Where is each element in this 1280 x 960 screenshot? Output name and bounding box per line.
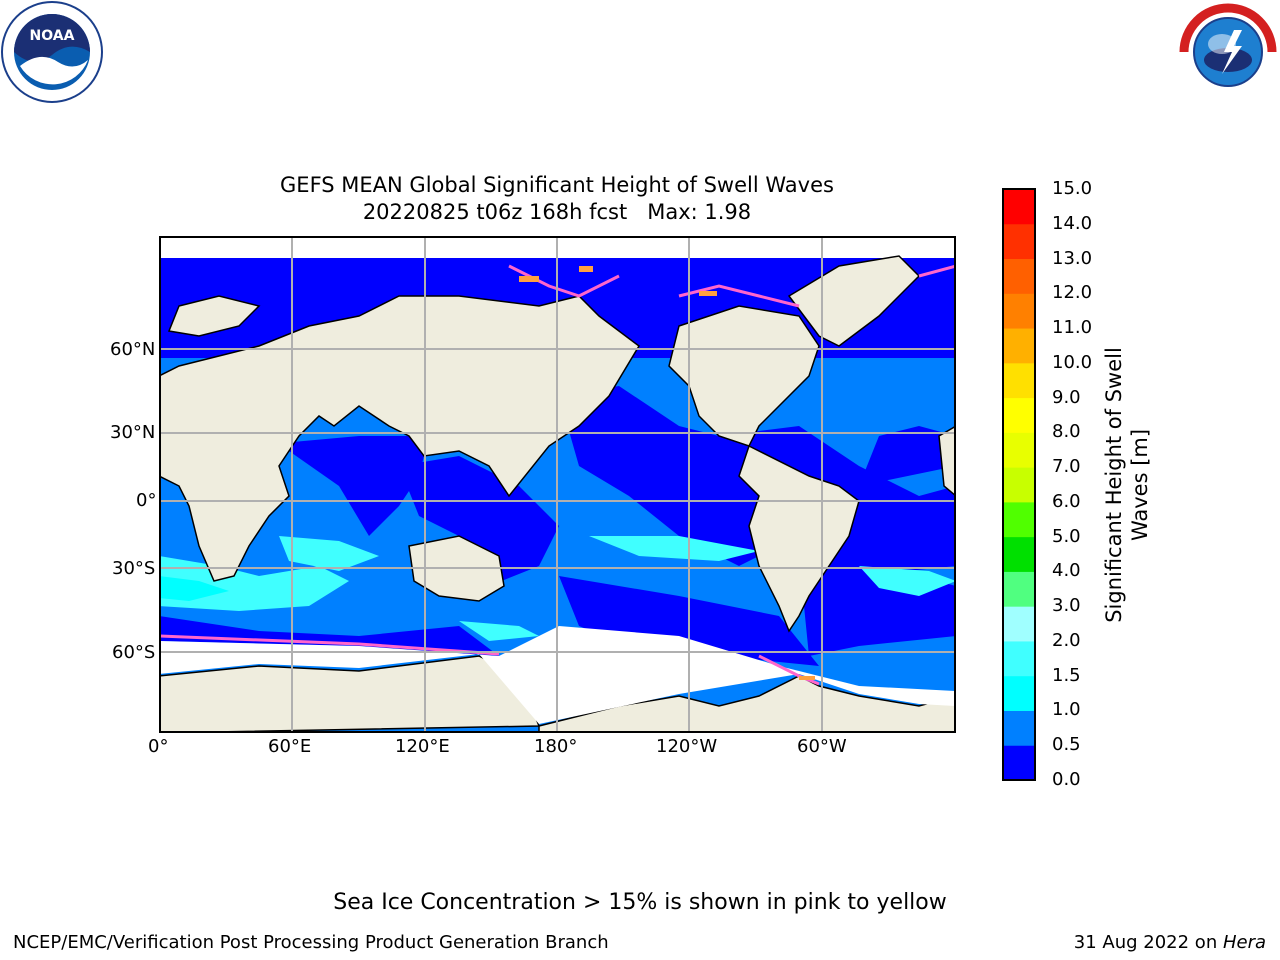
colorbar-tick-marks [1035, 188, 1036, 781]
colorbar-segment [1003, 606, 1035, 642]
colorbar-tick-label: 4.0 [1052, 560, 1081, 582]
colorbar-tick-label: 6.0 [1052, 490, 1081, 512]
colorbar-tick-label: 13.0 [1052, 247, 1093, 269]
colorbar-tick-label: 2.0 [1052, 629, 1081, 651]
colorbar-segment [1003, 397, 1035, 433]
colorbar-segment [1003, 571, 1035, 607]
colorbar-segments [1003, 189, 1035, 781]
colorbar-segment [1003, 536, 1035, 572]
lat-label-eq: 0° [136, 490, 157, 511]
colorbar-segment [1003, 258, 1035, 294]
colorbar-tick-label: 7.0 [1052, 456, 1081, 478]
colorbar [1002, 188, 1036, 781]
colorbar-tick-label: 14.0 [1052, 212, 1093, 234]
lon-label-180: 180° [534, 736, 578, 757]
title-line1: GEFS MEAN Global Significant Height of S… [280, 173, 834, 197]
colorbar-segment [1003, 362, 1035, 399]
lon-label-120e: 120°E [395, 736, 450, 757]
lon-label-120w: 120°W [656, 736, 718, 757]
title-line2: 20220825 t06z 168h fcst Max: 1.98 [362, 200, 752, 224]
colorbar-segment [1003, 675, 1035, 711]
colorbar-tick-label: 3.0 [1052, 595, 1081, 617]
colorbar-segment [1003, 189, 1035, 225]
lat-label-60n: 60°N [110, 339, 156, 360]
colorbar-title-line1: Significant Height of Swell [1102, 347, 1126, 623]
plot-title: GEFS MEAN Global Significant Height of S… [157, 172, 957, 226]
noaa-logo: NOAA [0, 0, 104, 104]
colorbar-tick-label: 1.0 [1052, 699, 1081, 721]
lon-label-60e: 60°E [268, 736, 312, 757]
lat-label-30n: 30°N [110, 422, 156, 443]
colorbar-title: Significant Height of Swell Waves [m] [1101, 347, 1153, 623]
colorbar-tick-label: 11.0 [1052, 317, 1093, 339]
right-credit: 31 Aug 2022 on Hera [1074, 932, 1266, 953]
colorbar-tick-label: 15.0 [1052, 178, 1093, 199]
colorbar-tick-label: 0.0 [1052, 769, 1081, 790]
colorbar-segment [1003, 501, 1035, 538]
lon-label-60w: 60°W [797, 736, 847, 757]
colorbar-tick-label: 5.0 [1052, 525, 1081, 547]
colorbar-segment [1003, 640, 1035, 677]
colorbar-tick-label: 9.0 [1052, 386, 1081, 408]
colorbar-segment [1003, 432, 1035, 468]
colorbar-segment [1003, 293, 1035, 329]
graticule [160, 237, 955, 732]
nws-logo [1176, 0, 1280, 104]
colorbar-segment [1003, 328, 1035, 364]
colorbar-tick-label: 8.0 [1052, 421, 1081, 443]
swell-map [159, 236, 956, 733]
lat-label-30s: 30°S [112, 558, 156, 579]
map-frame [159, 236, 956, 733]
colorbar-segment [1003, 223, 1035, 260]
credit-machine: Hera [1222, 932, 1266, 953]
colorbar-tick-label: 12.0 [1052, 282, 1093, 304]
colorbar-frame [1002, 188, 1036, 781]
lat-label-60s: 60°S [112, 642, 156, 663]
colorbar-tick-label: 0.5 [1052, 734, 1081, 756]
colorbar-tick-label: 1.5 [1052, 664, 1081, 686]
credit-date: 31 Aug 2022 on [1073, 932, 1223, 953]
lon-label-0: 0° [148, 736, 169, 757]
colorbar-tick-label: 10.0 [1052, 351, 1093, 373]
sea-ice-high [519, 266, 815, 680]
sea-ice-note: Sea Ice Concentration > 15% is shown in … [333, 890, 947, 915]
left-credit: NCEP/EMC/Verification Post Processing Pr… [13, 932, 609, 953]
land-masses [160, 255, 955, 732]
colorbar-segment [1003, 745, 1035, 781]
colorbar-segment [1003, 710, 1035, 746]
noaa-logo-text: NOAA [30, 28, 75, 44]
colorbar-segment [1003, 467, 1035, 503]
colorbar-title-line2: Waves [m] [1128, 428, 1152, 542]
